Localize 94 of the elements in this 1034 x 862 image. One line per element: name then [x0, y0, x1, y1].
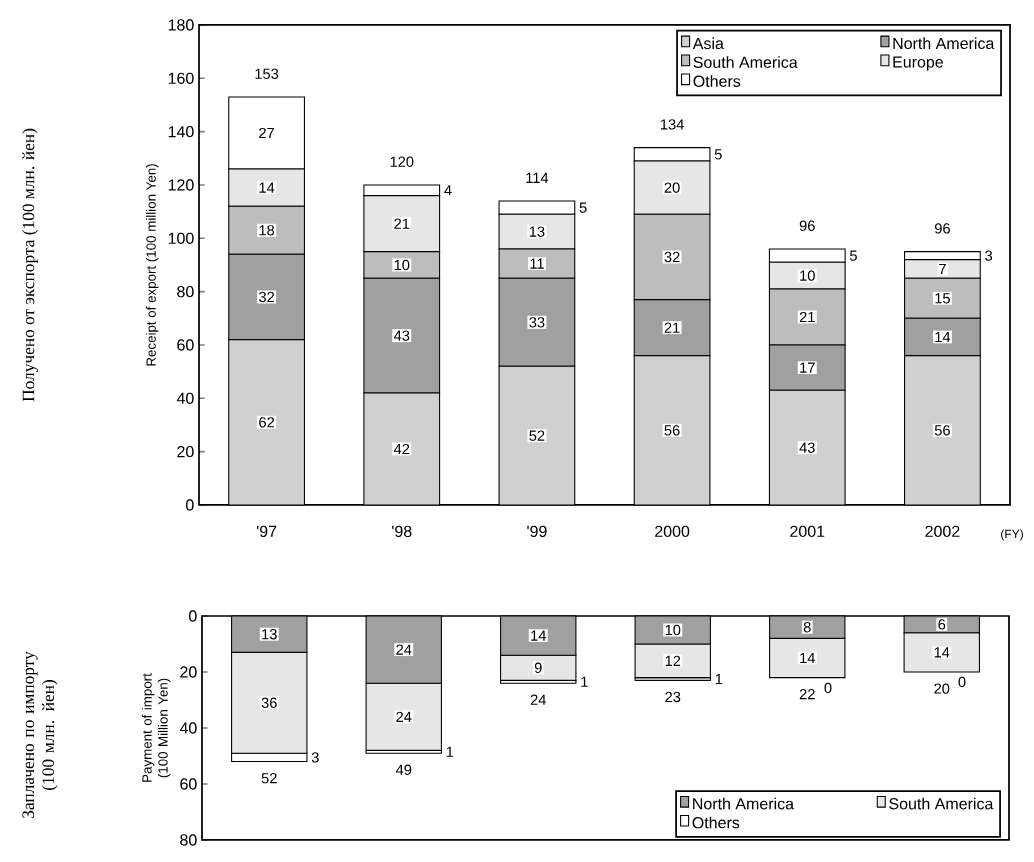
y-axis-title: Payment of import (100 Million Yen) [141, 673, 171, 782]
data-label: 14 [259, 182, 275, 193]
data-label: 17 [800, 362, 815, 373]
data-label: 10 [665, 624, 681, 636]
legend-label: Asia [692, 37, 724, 50]
data-label: 10 [394, 259, 410, 271]
y-tick-label: 180 [168, 19, 194, 31]
y-tick-label: 40 [176, 392, 194, 404]
total-label: 49 [395, 764, 412, 775]
y-tick-label: 40 [179, 722, 197, 734]
data-label: 21 [799, 311, 815, 323]
legend-label: North America [893, 37, 995, 50]
total-label: 153 [255, 68, 279, 79]
y-tick-label: 140 [168, 125, 194, 138]
data-label: 3 [311, 752, 319, 763]
data-label: 20 [664, 182, 680, 193]
y-tick-label: 100 [168, 232, 194, 244]
data-label: 5 [579, 202, 587, 213]
data-label: 5 [849, 250, 857, 261]
data-label: 24 [396, 711, 412, 722]
data-label: 3 [985, 250, 993, 261]
data-label: 6 [938, 619, 946, 630]
y-tick-label: 0 [186, 499, 194, 511]
annotation: 0 [958, 676, 966, 688]
data-label: 32 [664, 251, 680, 263]
total-label: 22 [799, 688, 815, 700]
y-tick-label: 60 [180, 778, 197, 790]
data-label: 4 [444, 185, 452, 196]
y-tick-label: 20 [177, 445, 194, 458]
y-tick-label: 120 [168, 179, 194, 191]
data-label: 1 [715, 673, 723, 685]
data-label: 7 [939, 263, 946, 275]
total-label: 20 [934, 683, 950, 694]
total-label: 52 [261, 772, 277, 784]
data-label: 13 [262, 629, 277, 640]
text: Заплачено по импорту (100 млн. йен) [22, 651, 58, 818]
data-label: 56 [934, 425, 950, 436]
data-label: 32 [259, 291, 275, 303]
y-tick-label: 160 [168, 72, 194, 84]
data-label: 42 [393, 443, 410, 455]
data-label: 27 [259, 127, 275, 139]
y-tick-label: 0 [189, 610, 197, 622]
y-tick-label: 20 [180, 666, 197, 678]
total-label: 134 [660, 119, 684, 130]
x-tick-label: 2002 [925, 525, 960, 538]
text: Получено от экспорта (100 млн. йен) [22, 128, 38, 402]
data-label: 21 [394, 218, 410, 229]
y-axis-title: Receipt of export (100 million Yen) [146, 164, 159, 366]
data-label: 14 [934, 647, 950, 658]
total-label: 23 [665, 691, 681, 703]
data-label: 18 [259, 225, 275, 236]
data-label: 1 [446, 746, 454, 757]
data-label: 14 [531, 630, 546, 641]
annotation: 0 [824, 682, 832, 694]
legend-label: Europe [893, 56, 943, 71]
data-label: 1 [581, 676, 588, 687]
data-label: 9 [534, 662, 542, 673]
text: (FY) [1001, 529, 1023, 541]
data-label: 14 [800, 652, 815, 664]
total-label: 114 [526, 172, 549, 183]
legend-label: South America [693, 56, 798, 68]
data-label: 56 [664, 425, 680, 436]
data-label: 62 [259, 417, 275, 428]
data-label: 43 [393, 330, 410, 341]
total-label: 120 [390, 156, 414, 167]
data-label: 14 [935, 331, 951, 343]
total-label: 96 [934, 223, 950, 234]
data-label: 12 [665, 655, 681, 666]
x-tick-label: '98 [392, 525, 412, 538]
data-label: 24 [396, 644, 412, 655]
y-tick-label: 80 [177, 285, 194, 298]
y-tick-label: 60 [177, 339, 194, 351]
data-label: 10 [800, 270, 815, 281]
data-label: 36 [261, 697, 277, 708]
data-label: 15 [935, 293, 950, 304]
data-label: 11 [530, 258, 544, 269]
x-tick-label: 2001 [790, 525, 825, 538]
total-label: 24 [530, 694, 546, 705]
legend-label: Others [693, 75, 741, 87]
legend-label: South America [889, 797, 994, 810]
total-label: 96 [799, 220, 815, 231]
y-tick-label: 80 [180, 834, 197, 846]
data-label: 33 [529, 317, 545, 328]
x-tick-label: 2000 [655, 525, 690, 538]
x-tick-label: '99 [527, 525, 547, 538]
data-label: 21 [664, 322, 680, 333]
data-label: 43 [799, 442, 815, 453]
legend-label: Others [692, 816, 740, 829]
data-label: 5 [714, 149, 722, 160]
data-label: 8 [803, 622, 811, 633]
data-label: 13 [529, 226, 545, 237]
x-tick-label: '97 [256, 525, 277, 538]
legend-label: North America [693, 797, 795, 810]
data-label: 52 [529, 430, 545, 441]
